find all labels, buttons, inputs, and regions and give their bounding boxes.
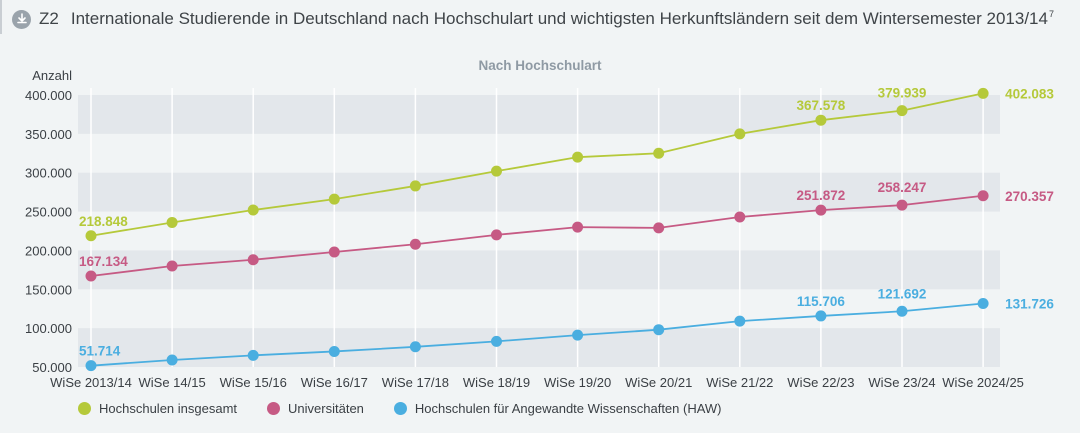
x-tick-label: WiSe 21/22: [706, 375, 773, 390]
data-point: [166, 354, 178, 366]
legend-item[interactable]: Universitäten: [267, 401, 364, 416]
grid-band: [78, 250, 1000, 290]
data-point: [85, 230, 97, 242]
data-point: [409, 341, 421, 353]
data-point: [328, 246, 340, 258]
data-label: 258.247: [878, 180, 927, 195]
data-point: [815, 114, 827, 126]
x-tick-label: WiSe 19/20: [544, 375, 611, 390]
chart-title: Internationale Studierende in Deutschlan…: [71, 9, 1054, 29]
y-tick-label: 200.000: [25, 243, 72, 258]
legend-marker-icon: [78, 402, 91, 415]
data-label: 167.134: [79, 254, 128, 269]
x-tick-label: WiSe 17/18: [382, 375, 449, 390]
data-point: [85, 360, 97, 372]
legend-label: Hochschulen insgesamt: [99, 401, 238, 416]
data-point: [166, 216, 178, 228]
footnote-marker: 7: [1048, 9, 1054, 20]
data-label: 51.714: [79, 344, 121, 359]
y-tick-label: 400.000: [25, 88, 72, 103]
data-label: 402.083: [1005, 86, 1054, 101]
x-tick-label: WiSe 2013/14: [50, 375, 132, 390]
download-icon[interactable]: [12, 9, 31, 29]
data-point: [491, 335, 502, 347]
x-tick-label: WiSe 16/17: [301, 375, 368, 390]
x-tick-label: WiSe 14/15: [138, 375, 205, 390]
data-label: 367.578: [796, 98, 845, 113]
data-point: [409, 180, 421, 192]
data-label: 218.848: [79, 214, 128, 229]
data-point: [977, 87, 989, 99]
data-label: 121.692: [878, 286, 927, 301]
x-tick-label: WiSe 2024/25: [942, 375, 1024, 390]
data-point: [491, 165, 502, 177]
series-line-1: [90, 194, 984, 277]
data-point: [734, 128, 746, 140]
data-point: [815, 204, 827, 216]
data-label: 379.939: [878, 86, 927, 101]
data-point: [166, 260, 178, 272]
data-point: [572, 151, 584, 163]
data-point: [815, 310, 827, 322]
legend-label: Universitäten: [288, 401, 364, 416]
data-point: [977, 190, 989, 202]
data-point: [85, 270, 97, 282]
data-point: [409, 238, 421, 250]
data-point: [247, 254, 259, 266]
data-label: 270.357: [1005, 189, 1054, 204]
data-point: [572, 221, 584, 233]
chart-subtitle: Nach Hochschulart: [478, 58, 602, 73]
figure-number: Z2: [39, 9, 59, 28]
x-tick-label: WiSe 18/19: [463, 375, 530, 390]
y-tick-label: 350.000: [25, 127, 72, 142]
data-point: [734, 315, 746, 327]
left-rule: [0, 0, 2, 34]
chart-header: Z2 Internationale Studierende in Deutsch…: [12, 6, 1054, 32]
data-point: [896, 199, 908, 211]
data-point: [896, 105, 908, 117]
y-axis-title: Anzahl: [32, 68, 72, 83]
series-line-2: [90, 302, 984, 367]
y-tick-label: 250.000: [25, 205, 72, 220]
chart-legend: Hochschulen insgesamt Universitäten Hochsc…: [78, 401, 752, 416]
data-point: [572, 329, 584, 341]
data-point: [491, 229, 502, 241]
legend-item[interactable]: Hochschulen für Angewandte Wissenschafte…: [393, 401, 722, 416]
x-tick-label: WiSe 20/21: [625, 375, 692, 390]
x-tick-label: WiSe 23/24: [868, 375, 935, 390]
legend-label: Hochschulen für Angewandte Wissenschafte…: [414, 401, 722, 416]
data-label: 131.726: [1005, 296, 1054, 311]
data-point: [328, 345, 340, 357]
grid-band: [78, 95, 1000, 134]
data-point: [247, 204, 259, 216]
x-tick-label: WiSe 15/16: [220, 375, 287, 390]
legend-item[interactable]: Hochschulen insgesamt: [78, 401, 237, 416]
grid-band: [78, 328, 1000, 367]
legend-marker-icon: [393, 402, 407, 415]
data-point: [247, 349, 259, 361]
y-tick-label: 100.000: [25, 321, 72, 336]
grid-band: [78, 172, 1000, 212]
x-tick-label: WiSe 22/23: [787, 375, 854, 390]
y-tick-label: 50.000: [32, 360, 72, 375]
series-line-0: [90, 92, 984, 237]
data-point: [328, 193, 340, 205]
data-label: 251.872: [796, 188, 845, 203]
data-point: [734, 211, 746, 223]
data-label: 115.706: [797, 294, 846, 309]
chart-title-text: Internationale Studierende in Deutschlan…: [70, 9, 1048, 28]
data-point: [977, 297, 989, 309]
legend-marker-icon: [267, 402, 281, 415]
y-tick-label: 300.000: [25, 166, 72, 181]
y-tick-label: 150.000: [25, 282, 72, 297]
data-point: [896, 305, 908, 317]
data-point: [653, 222, 665, 234]
data-point: [653, 147, 665, 159]
data-point: [653, 324, 665, 336]
